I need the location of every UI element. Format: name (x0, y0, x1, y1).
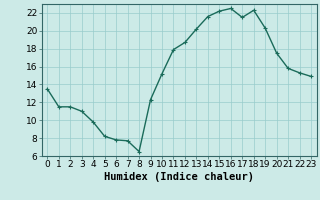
X-axis label: Humidex (Indice chaleur): Humidex (Indice chaleur) (104, 172, 254, 182)
